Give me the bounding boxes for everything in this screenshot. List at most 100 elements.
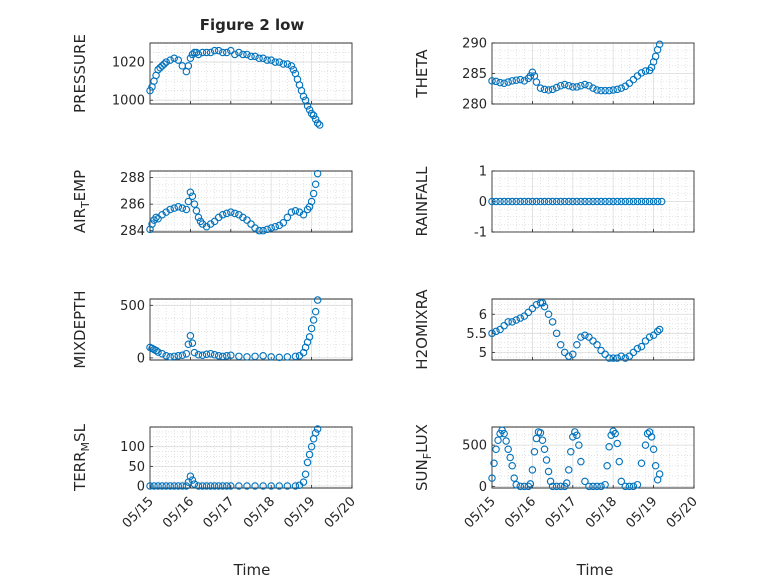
data-point	[227, 46, 235, 55]
data-point	[508, 197, 516, 206]
y-tick-label: 500	[462, 439, 487, 454]
data-point	[645, 428, 654, 436]
data-point	[516, 314, 525, 322]
data-point	[235, 48, 243, 57]
data-point	[158, 482, 166, 490]
data-point	[508, 77, 516, 85]
data-point	[585, 81, 593, 90]
data-point	[532, 78, 541, 86]
data-point	[287, 208, 296, 216]
data-point	[492, 445, 500, 454]
data-point	[223, 48, 231, 57]
data-point	[184, 62, 193, 70]
data-point	[552, 197, 561, 206]
subplot-rainfall: -1 0 1 RAINFALL	[413, 165, 695, 241]
data-point	[506, 453, 514, 462]
data-point	[227, 351, 235, 360]
data-point	[305, 450, 314, 459]
data-point	[641, 441, 650, 449]
data-point	[621, 482, 630, 491]
data-point	[597, 197, 605, 206]
data-point	[577, 333, 585, 341]
data-point	[528, 304, 537, 313]
data-point	[585, 482, 593, 491]
data-point	[275, 482, 284, 490]
data-point	[589, 337, 597, 345]
x-axis-label-right: Time	[576, 561, 614, 579]
data-point	[585, 197, 593, 206]
data-point	[218, 48, 227, 57]
data-point	[605, 197, 613, 206]
data-point	[190, 200, 199, 208]
data-point	[190, 480, 199, 488]
data-point	[210, 350, 219, 359]
data-point	[202, 350, 211, 358]
data-point	[206, 482, 215, 490]
data-point	[589, 84, 597, 92]
y-tick-label: 100	[120, 440, 145, 455]
data-point	[526, 480, 535, 488]
data-point	[218, 352, 227, 361]
data-point	[593, 340, 601, 349]
data-point	[198, 48, 207, 57]
data-point	[158, 62, 166, 70]
data-point	[649, 445, 658, 454]
data-point	[162, 482, 170, 490]
x-tick-label: 05/15	[462, 494, 499, 531]
data-point	[210, 46, 219, 55]
data-point	[589, 482, 597, 491]
data-point	[647, 433, 656, 441]
data-point	[653, 327, 662, 336]
data-point	[275, 353, 284, 362]
data-point	[309, 189, 318, 198]
y-tick-label: 284	[120, 224, 145, 239]
data-point	[512, 76, 520, 84]
data-point	[657, 197, 666, 206]
data-point	[605, 443, 613, 451]
data-point	[182, 482, 191, 490]
data-point	[275, 58, 284, 66]
data-point	[279, 218, 288, 227]
data-point	[581, 197, 589, 206]
data-point	[617, 197, 626, 206]
data-point	[178, 204, 187, 212]
data-point	[227, 208, 235, 216]
data-point	[569, 197, 577, 206]
data-point	[178, 351, 187, 360]
data-point	[651, 52, 660, 61]
data-point	[488, 474, 496, 482]
data-point	[223, 352, 231, 360]
data-point	[500, 321, 508, 330]
data-point	[500, 79, 508, 88]
data-point	[641, 337, 650, 345]
data-point	[605, 354, 613, 362]
data-point	[283, 60, 292, 68]
data-point	[577, 457, 585, 466]
data-point	[625, 197, 634, 206]
data-point	[542, 456, 551, 464]
data-point	[637, 197, 646, 206]
data-point	[162, 352, 170, 360]
y-axis-label: THETA	[413, 49, 431, 99]
x-tick-label: 05/17	[201, 494, 238, 531]
x-tick-label: 05/19	[281, 494, 318, 531]
y-tick-label: 286	[120, 198, 145, 213]
data-point	[520, 77, 529, 85]
y-tick-label: 0	[479, 195, 487, 210]
data-point	[609, 354, 617, 362]
data-point	[309, 111, 318, 120]
data-point	[528, 68, 537, 77]
subplot-sun-flux: 0 500 SUNFLUX 05/15 05/16 05/17 05/18 05/19 05/2…	[413, 424, 701, 531]
data-point	[524, 197, 533, 206]
data-point	[223, 482, 231, 490]
data-point	[565, 81, 573, 90]
data-point	[540, 197, 549, 206]
data-point	[573, 197, 581, 206]
data-point	[283, 213, 292, 222]
data-point	[651, 461, 660, 470]
data-point	[283, 482, 292, 490]
data-point	[544, 467, 553, 476]
data-point	[560, 197, 569, 206]
data-point	[186, 54, 195, 62]
data-point	[508, 461, 516, 470]
